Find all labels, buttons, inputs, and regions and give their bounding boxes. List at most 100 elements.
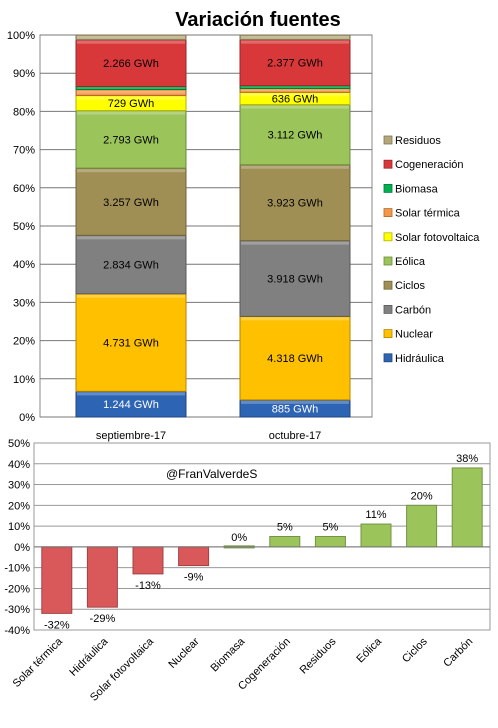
bar-highlight [77, 169, 185, 173]
bar-highlight [241, 86, 349, 88]
data-label: 2.266 GWh [103, 58, 159, 70]
bar-highlight [77, 392, 185, 396]
bar-highlight [241, 241, 349, 245]
data-label: 729 GWh [108, 98, 154, 110]
legend-label: Eólica [395, 256, 426, 268]
legend-swatch [383, 232, 393, 242]
data-label: -13% [135, 580, 161, 592]
bar-highlight [241, 93, 349, 97]
y-tick-label: 20% [8, 500, 30, 512]
data-label: 3.923 GWh [267, 198, 323, 210]
bar-highlight [241, 165, 349, 169]
data-label: 2.377 GWh [267, 58, 323, 70]
y-tick-label: 60% [13, 183, 35, 195]
y-tick-label: 70% [13, 145, 35, 157]
bar-highlight [77, 90, 185, 94]
legend-label: Cogeneración [395, 159, 464, 171]
variation-bar [132, 546, 164, 575]
variation-bar [314, 536, 346, 548]
bar-highlight [241, 105, 349, 109]
bar-highlight [77, 87, 185, 89]
y-tick-label: -20% [4, 583, 30, 595]
y-tick-label: 40% [8, 459, 30, 471]
bar-segment [75, 34, 187, 41]
y-tick-label: -40% [4, 625, 30, 637]
variation-bar [451, 467, 483, 548]
legend-swatch [383, 159, 393, 169]
bar-segment [75, 390, 187, 418]
x-tick-label: septiembre-17 [96, 430, 166, 442]
y-tick-label: 30% [13, 297, 35, 309]
y-tick-label: 50% [8, 438, 30, 450]
data-label: 636 GWh [272, 93, 318, 105]
legend-label: Carbón [395, 304, 431, 316]
data-label: 2.793 GWh [103, 134, 159, 146]
bar-highlight [241, 89, 349, 92]
variation-bar [41, 546, 73, 614]
y-tick-label: -30% [4, 604, 30, 616]
data-label: 2.834 GWh [103, 260, 159, 272]
legend-label: Hidráulica [395, 353, 445, 365]
y-tick-label: 80% [13, 106, 35, 118]
data-label: 3.918 GWh [267, 274, 323, 286]
y-tick-label: 90% [13, 68, 35, 80]
bar-segment [239, 315, 351, 401]
legend-label: Nuclear [395, 329, 433, 341]
bar-highlight [77, 96, 185, 100]
y-tick-label: 30% [8, 480, 30, 492]
data-label: 0% [231, 532, 247, 544]
legend-swatch [383, 329, 393, 339]
bar-segment [239, 104, 351, 166]
data-label: 3.112 GWh [268, 130, 323, 142]
data-label: -9% [184, 572, 204, 584]
legend-swatch [383, 256, 393, 266]
chart-annotation: @FranValverdeS [166, 467, 257, 481]
legend-label: Residuos [395, 135, 441, 147]
legend-swatch [383, 135, 393, 145]
data-label: 5% [322, 522, 338, 534]
bar-highlight [241, 40, 349, 44]
y-tick-label: 100% [7, 30, 35, 42]
bar-highlight [77, 236, 185, 240]
legend-label: Solar fotovoltaica [395, 232, 480, 244]
legend-swatch [383, 353, 393, 363]
data-label: 5% [277, 522, 293, 534]
data-label: 885 GWh [272, 403, 318, 415]
bar-highlight [241, 317, 349, 321]
legend-label: Biomasa [395, 183, 439, 195]
y-tick-label: 20% [13, 336, 35, 348]
y-tick-label: 0% [14, 542, 30, 554]
bar-highlight [77, 294, 185, 298]
bar-segment [75, 167, 187, 236]
data-label: -32% [44, 619, 70, 631]
bar-segment [75, 234, 187, 295]
legend-swatch [383, 280, 393, 290]
bar-highlight [77, 36, 185, 39]
bar-segment [75, 293, 187, 392]
variation-bar [360, 523, 392, 548]
legend-label: Ciclos [395, 280, 425, 292]
legend-label: Solar térmica [395, 208, 461, 220]
bar-segment [75, 39, 187, 87]
y-tick-label: 50% [13, 221, 35, 233]
data-label: 20% [411, 490, 433, 502]
y-tick-label: 40% [13, 259, 35, 271]
data-label: 3.257 GWh [103, 197, 159, 209]
chart-title: Variación fuentes [175, 9, 341, 31]
variation-bar [86, 546, 118, 608]
bar-segment [239, 240, 351, 317]
bar-highlight [241, 400, 349, 404]
variation-bar [406, 504, 438, 548]
bar-highlight [241, 36, 349, 39]
y-tick-label: 10% [13, 374, 35, 386]
y-tick-label: 0% [19, 412, 35, 424]
data-label: -29% [90, 613, 116, 625]
bar-segment [239, 34, 351, 41]
data-label: 1.244 GWh [103, 399, 159, 411]
stacked-chart: 0% 10% 20% 30% 40% 50% 60% 70% 80% 90% 100% 1.244 G… [7, 30, 480, 442]
variation-bar [269, 536, 301, 548]
data-label: 38% [456, 453, 478, 465]
bar-segment [239, 39, 351, 87]
y-tick-label: 10% [8, 521, 30, 533]
